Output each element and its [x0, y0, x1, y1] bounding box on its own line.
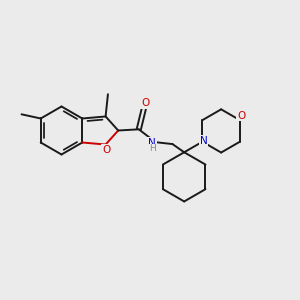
Text: O: O	[102, 145, 110, 154]
Text: H: H	[149, 144, 155, 153]
Text: O: O	[237, 111, 245, 121]
Text: N: N	[148, 138, 156, 148]
Text: O: O	[141, 98, 149, 108]
Text: N: N	[200, 136, 208, 146]
